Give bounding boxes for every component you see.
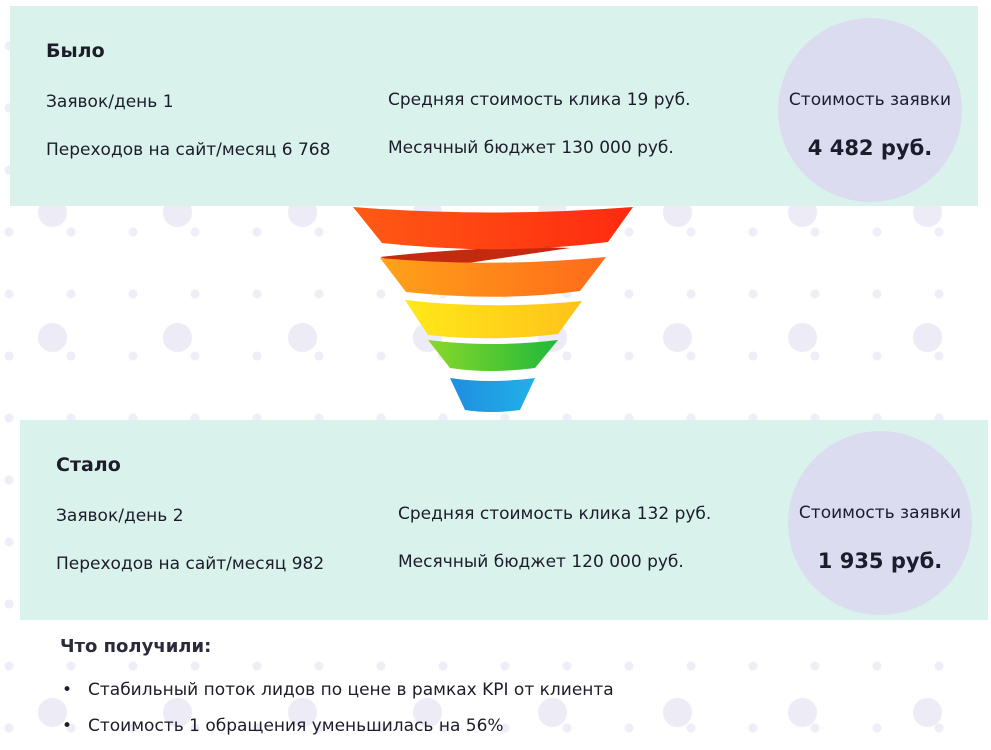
after-title: Стало — [56, 454, 121, 476]
results-item: • Стабильный поток лидов по цене в рамках… — [62, 680, 614, 700]
funnel-band-yellow — [405, 300, 582, 339]
after-cost-value: 1 935 руб. — [817, 549, 943, 573]
after-cost-label: Стоимость заявки — [798, 503, 962, 523]
after-click-cost: Средняя стоимость клика 132 руб. — [398, 504, 712, 524]
before-budget: Месячный бюджет 130 000 руб. — [388, 138, 674, 158]
after-panel: Стало Заявок/день 2 Переходов на сайт/ме… — [20, 420, 988, 620]
results-item-text: Стоимость 1 обращения уменьшилась на 56% — [88, 716, 504, 736]
before-panel: Было Заявок/день 1 Переходов на сайт/мес… — [10, 6, 978, 206]
results-item-text: Стабильный поток лидов по цене в рамках … — [88, 680, 614, 700]
before-cost-circle: Стоимость заявки 4 482 руб. — [778, 18, 962, 202]
before-click-cost: Средняя стоимость клика 19 руб. — [388, 90, 691, 110]
results-item: • Стоимость 1 обращения уменьшилась на 56… — [62, 716, 504, 736]
funnel-band-green — [428, 340, 558, 371]
before-cost-label: Стоимость заявки — [788, 90, 952, 110]
before-visits: Переходов на сайт/месяц 6 768 — [46, 140, 331, 160]
before-title: Было — [46, 40, 105, 62]
funnel-image — [353, 207, 633, 412]
funnel-band-blue — [450, 378, 535, 412]
funnel-band-orange — [380, 257, 606, 297]
funnel-band-red — [353, 207, 633, 250]
before-requests: Заявок/день 1 — [46, 92, 174, 112]
after-visits: Переходов на сайт/месяц 982 — [56, 554, 325, 574]
after-cost-circle: Стоимость заявки 1 935 руб. — [788, 431, 972, 615]
after-budget: Месячный бюджет 120 000 руб. — [398, 552, 684, 572]
results-title: Что получили: — [60, 636, 212, 657]
after-requests: Заявок/день 2 — [56, 506, 184, 526]
before-cost-value: 4 482 руб. — [807, 136, 933, 160]
